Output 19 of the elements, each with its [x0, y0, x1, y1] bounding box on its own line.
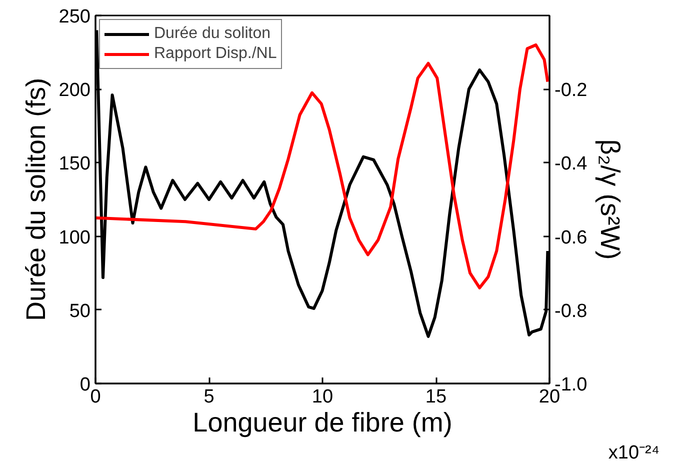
- y2-axis-title: β₂/γ (s²W): [595, 139, 626, 260]
- y-axis-title: Durée du soliton (fs): [20, 78, 51, 322]
- y2-tick-label: -0.6: [554, 227, 588, 248]
- line-series: [96, 43, 550, 290]
- x-axis-title: Longueur de fibre (m): [192, 408, 452, 438]
- x-tick-label: 15: [425, 386, 447, 408]
- y2-tick-label: -0.2: [554, 80, 588, 102]
- y2-tick-label: -0.4: [554, 154, 588, 175]
- x-tick-label: 10: [312, 386, 334, 408]
- legend-label: Rapport Disp./NL: [154, 45, 277, 63]
- y-tick-label: 100: [58, 227, 90, 248]
- y-tick-label: 150: [58, 154, 90, 175]
- x-tick-label: 5: [204, 386, 214, 408]
- y2-tick-label: -0.8: [554, 300, 588, 322]
- y-tick-label: 200: [58, 80, 90, 102]
- y-tick-label: 50: [69, 300, 91, 322]
- y-tick-label: 250: [58, 6, 90, 28]
- legend-label: Durée du soliton: [154, 25, 271, 43]
- text: x10⁻²⁴: [608, 442, 660, 463]
